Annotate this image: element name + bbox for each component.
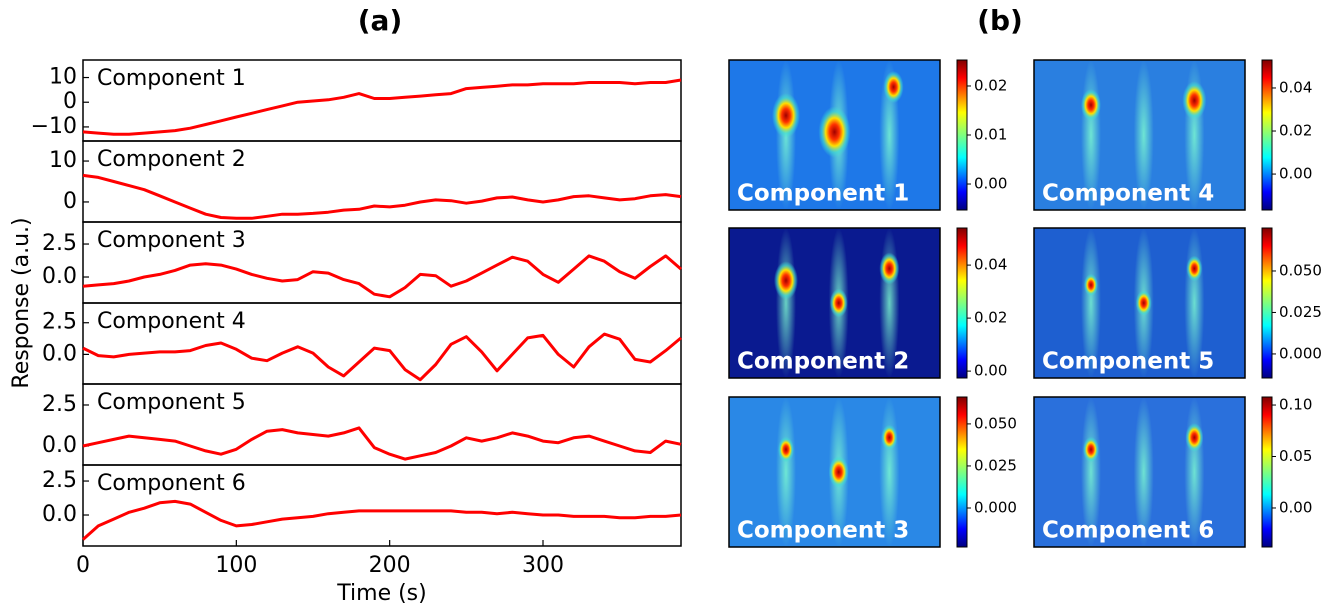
heatmap-frame: [728, 59, 941, 211]
heatmap-spot: [828, 456, 849, 488]
heatmap-label: Component 6: [1042, 518, 1214, 544]
colorbar-tick-label: 0.00: [1279, 498, 1312, 516]
heatmap-label: Component 5: [1042, 349, 1214, 375]
heatmap-frame: [1033, 396, 1246, 548]
heatmap-spot: [1080, 89, 1101, 121]
heatmap: [1034, 397, 1245, 547]
colorbar-tick-label: 0.02: [1279, 122, 1312, 140]
heatmap-spot: [879, 252, 900, 285]
component-label: Component 1: [97, 66, 246, 91]
y-tick-label: 0: [63, 89, 77, 114]
data-line: [82, 499, 682, 541]
heatmap: [729, 60, 940, 210]
heatmap-spot: [829, 288, 848, 318]
heatmap-streak: [1133, 60, 1154, 210]
data-line: [82, 78, 682, 136]
colorbar-tick-label: 0.050: [974, 414, 1017, 432]
y-tick-label: 10: [49, 148, 77, 173]
colorbar-tick-label: 0.025: [1279, 303, 1322, 321]
x-tick-label: 300: [522, 553, 564, 578]
heatmap-label: Component 2: [737, 349, 909, 375]
y-tick-label: 2.5: [42, 468, 77, 493]
heatmap-streak: [1080, 228, 1101, 378]
heatmap-spot: [1182, 81, 1207, 120]
heatmap-streak: [1133, 397, 1154, 547]
heatmap-streak: [775, 397, 796, 547]
data-line: [82, 254, 682, 299]
heatmap-label: Component 4: [1042, 181, 1214, 207]
colorbar-tick-label: 0.00: [1279, 165, 1312, 183]
colorbar: [1261, 396, 1273, 548]
x-tick-label: 0: [76, 553, 90, 578]
plot-frame: [82, 464, 682, 547]
component-label: Component 4: [97, 309, 246, 334]
panel-label: (b): [977, 4, 1023, 37]
heatmap: [1034, 228, 1245, 378]
colorbar-tick-label: 0.025: [974, 456, 1017, 474]
colorbar: [1261, 59, 1273, 211]
heatmap-frame: [728, 396, 941, 548]
heatmap-spot: [883, 71, 904, 103]
colorbar: [1261, 227, 1273, 379]
colorbar-tick-label: 0.02: [974, 76, 1007, 94]
y-tick-label: 2.5: [42, 392, 77, 417]
component-label: Component 2: [97, 147, 246, 172]
heatmap-spot: [1082, 436, 1099, 463]
y-tick-label: −10: [31, 114, 77, 139]
colorbar-tick-label: 0.01: [974, 126, 1007, 144]
colorbar-tick-label: 0.00: [974, 362, 1007, 380]
heatmap-spot: [881, 424, 898, 451]
colorbar-tick-label: 0.050: [1279, 261, 1322, 279]
heatmap-spot: [1186, 255, 1203, 282]
heatmap-spot: [1135, 290, 1152, 316]
y-tick-label: 10: [49, 65, 77, 90]
colorbar-tick-label: 0.04: [974, 256, 1007, 274]
data-line: [82, 332, 682, 382]
heatmap-label: Component 3: [737, 518, 909, 544]
y-tick-label: 2.5: [42, 231, 77, 256]
heatmap-spot: [773, 261, 798, 300]
heatmap-frame: [1033, 59, 1246, 211]
component-label: Component 6: [97, 471, 246, 496]
y-tick-label: 0.0: [42, 502, 77, 527]
colorbar-tick-label: 0.10: [1279, 396, 1312, 414]
component-label: Component 5: [97, 390, 246, 415]
y-tick-label: 2.5: [42, 310, 77, 335]
y-tick-label: 0.0: [42, 264, 77, 289]
heatmap-spot: [818, 106, 851, 158]
data-line: [82, 173, 682, 220]
colorbar-tick-label: 0.000: [974, 498, 1017, 516]
heatmap-spot: [777, 436, 794, 463]
heatmap-frame: [728, 227, 941, 379]
colorbar-tick-label: 0.00: [974, 175, 1007, 193]
heatmap-spot: [771, 93, 800, 138]
y-tick-label: 0.0: [42, 341, 77, 366]
component-label: Component 3: [97, 228, 246, 253]
colorbar-tick-label: 0.04: [1279, 78, 1312, 96]
y-tick-label: 0.0: [42, 433, 77, 458]
heatmap-label: Component 1: [737, 181, 909, 207]
heatmap-spot: [1083, 273, 1098, 297]
y-tick-label: 0: [63, 189, 77, 214]
heatmap: [1034, 60, 1245, 210]
colorbar: [956, 59, 968, 211]
colorbar-tick-label: 0.02: [974, 309, 1007, 327]
data-line: [82, 426, 682, 461]
x-tick-label: 100: [215, 553, 257, 578]
heatmap: [729, 397, 940, 547]
colorbar: [956, 227, 968, 379]
colorbar-tick-label: 0.05: [1279, 447, 1312, 465]
heatmap-streak: [1080, 397, 1101, 547]
heatmap: [729, 228, 940, 378]
colorbar: [956, 396, 968, 548]
colorbar-tick-label: 0.000: [1279, 344, 1322, 362]
y-axis-label: Response (a.u.): [9, 217, 34, 388]
heatmap-spot: [1185, 423, 1204, 452]
heatmap-frame: [1033, 227, 1246, 379]
x-axis-label: Time (s): [336, 581, 426, 606]
x-tick-label: 200: [369, 553, 411, 578]
panel-label: (a): [358, 4, 403, 37]
